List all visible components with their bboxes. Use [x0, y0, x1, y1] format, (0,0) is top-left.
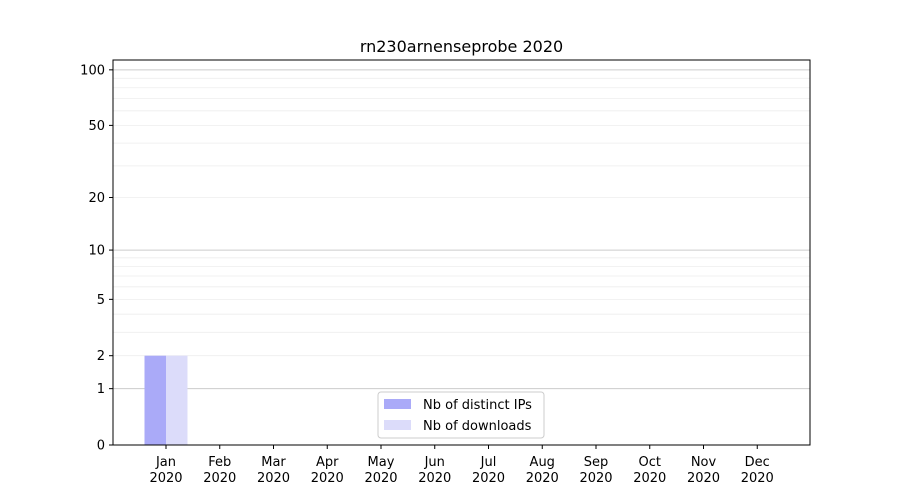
bar-downloads [166, 355, 188, 445]
x-tick-label-year: 2020 [418, 471, 451, 486]
y-tick-label: 2 [97, 349, 105, 364]
y-axis: 0 1 2 5 10 20 50 100 [80, 63, 113, 454]
x-tick-label-year: 2020 [633, 471, 666, 486]
plot-frame [112, 59, 811, 446]
legend-swatch-distinct-ips [384, 399, 411, 409]
legend-label-distinct-ips: Nb of distinct IPs [423, 398, 532, 413]
x-tick-label-month: Jun [424, 455, 445, 470]
x-tick-label-month: Sep [584, 455, 609, 470]
legend-label-downloads: Nb of downloads [423, 419, 532, 434]
chart-title: rn230arnenseprobe 2020 [360, 37, 563, 56]
x-tick-label-year: 2020 [364, 471, 397, 486]
x-tick-label-year: 2020 [149, 471, 182, 486]
x-tick-label-month: May [368, 455, 395, 470]
y-tick-label: 1 [97, 382, 105, 397]
x-tick-label-month: Aug [530, 455, 555, 470]
y-tick-label: 20 [88, 191, 105, 206]
x-tick-label-year: 2020 [257, 471, 290, 486]
bars [144, 355, 188, 445]
x-tick-label-month: Apr [316, 455, 339, 470]
x-tick-label-year: 2020 [311, 471, 344, 486]
bar-distinct-ips [144, 355, 166, 445]
y-tick-label: 0 [97, 439, 105, 454]
legend-swatch-downloads [384, 420, 411, 430]
y-tick-label: 10 [88, 244, 105, 259]
x-tick-label-year: 2020 [687, 471, 720, 486]
x-tick-label-year: 2020 [579, 471, 612, 486]
grid [113, 69, 810, 390]
x-tick-label-month: Nov [691, 455, 717, 470]
x-tick-label-month: Jan [155, 455, 176, 470]
x-tick-label-month: Dec [745, 455, 770, 470]
x-axis: Jan2020Feb2020Mar2020Apr2020May2020Jun20… [149, 445, 774, 486]
y-tick-label: 100 [80, 63, 105, 78]
y-tick-label: 5 [97, 293, 105, 308]
x-tick-label-year: 2020 [203, 471, 236, 486]
x-tick-label-year: 2020 [472, 471, 505, 486]
y-tick-label: 50 [88, 119, 105, 134]
x-tick-label-month: Feb [208, 455, 231, 470]
x-tick-label-year: 2020 [526, 471, 559, 486]
x-tick-label-month: Jul [480, 455, 497, 470]
x-tick-label-month: Mar [261, 455, 286, 470]
x-tick-label-month: Oct [639, 455, 661, 470]
legend: Nb of distinct IPs Nb of downloads [377, 391, 545, 439]
x-tick-label-year: 2020 [741, 471, 774, 486]
